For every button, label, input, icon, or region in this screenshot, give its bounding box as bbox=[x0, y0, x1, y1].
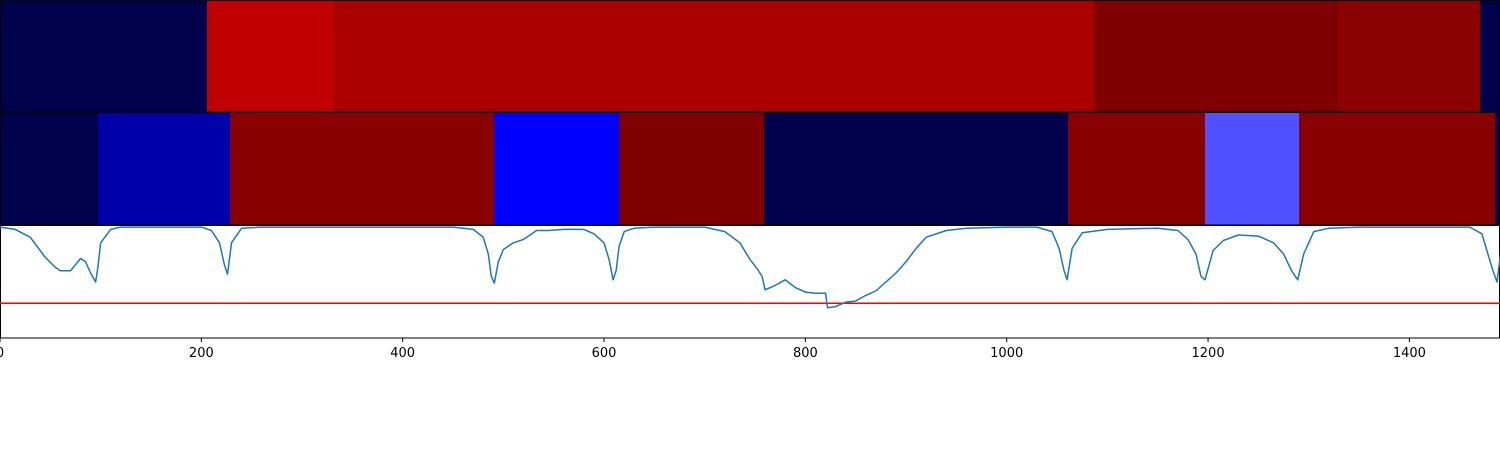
heatmap-1-cell-5 bbox=[1480, 1, 1500, 112]
heatmap-2-cell-7 bbox=[1205, 113, 1299, 225]
heatmap-2-cell-2 bbox=[230, 113, 494, 225]
heatmap-2-cell-6 bbox=[1068, 113, 1205, 225]
heatmap-2-cell-3 bbox=[494, 113, 619, 225]
heatmap-2-cell-8 bbox=[1299, 113, 1495, 225]
x-tick-label-3: 600 bbox=[592, 346, 617, 361]
heatmap-2-cell-0 bbox=[0, 113, 98, 225]
x-axis: 0 200 400 600 800 1000 1200 1400 bbox=[0, 338, 1426, 361]
x-tick-label-6: 1200 bbox=[1192, 346, 1225, 361]
line-plot-frame bbox=[0, 225, 1500, 339]
heatmap-2-cell-9 bbox=[1495, 113, 1500, 225]
line-plot bbox=[0, 225, 1500, 339]
heatmap-1-cell-2 bbox=[334, 1, 1094, 112]
heatmap-strip-1 bbox=[0, 0, 1500, 113]
heatmap-2-cell-4 bbox=[619, 113, 764, 225]
x-tick-label-5: 1000 bbox=[990, 346, 1023, 361]
heatmap-1-cell-3 bbox=[1094, 1, 1338, 112]
x-tick-label-0: 0 bbox=[0, 346, 4, 361]
heatmap-1-cell-0 bbox=[0, 1, 207, 112]
heatmap-strip-2 bbox=[0, 112, 1500, 226]
heatmap-1-cell-4 bbox=[1338, 1, 1480, 112]
x-tick-label-2: 400 bbox=[390, 346, 415, 361]
heatmap-2-cell-5 bbox=[764, 113, 1068, 225]
heatmap-2-cell-1 bbox=[98, 113, 230, 225]
heatmap-1-cell-1 bbox=[207, 1, 334, 112]
x-tick-label-7: 1400 bbox=[1393, 346, 1426, 361]
x-tick-label-1: 200 bbox=[189, 346, 214, 361]
series-line-0 bbox=[0, 226, 1500, 309]
x-tick-label-4: 800 bbox=[793, 346, 818, 361]
